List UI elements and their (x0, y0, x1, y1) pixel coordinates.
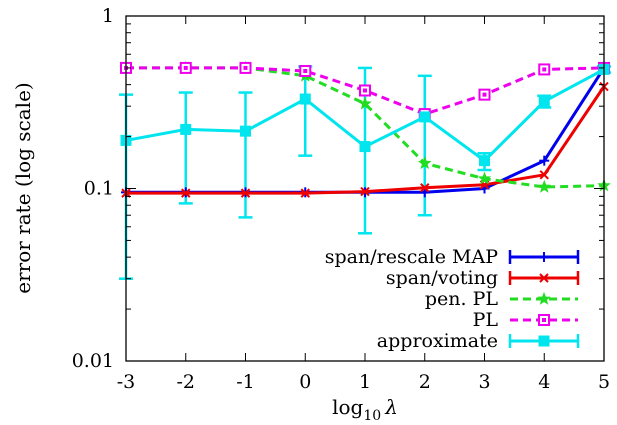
legend-entry: approximate (377, 330, 580, 352)
x-tick-label: 0 (299, 371, 311, 393)
legend-label: span/rescale MAP (325, 246, 498, 268)
x-tick-label: -2 (176, 371, 195, 393)
x-tick-label: 4 (538, 371, 550, 393)
x-axis-label: log10 λ (332, 395, 398, 424)
legend-entry: span/voting (386, 267, 580, 289)
data-point-stroke (539, 170, 549, 180)
data-point (538, 335, 550, 347)
data-point (419, 111, 431, 123)
legend-entry: pen. PL (425, 288, 578, 310)
data-point-dot (303, 68, 308, 73)
legend-label: pen. PL (425, 288, 499, 310)
x-axis-label-subscript: 10 (363, 408, 381, 424)
legend-label: approximate (377, 330, 498, 352)
data-point-stroke (300, 188, 310, 198)
data-point (537, 179, 552, 193)
data-point-dot (183, 65, 188, 70)
data-point (537, 291, 551, 305)
data-point-stroke (420, 183, 430, 193)
y-axis-label: error rate (log scale) (11, 82, 35, 293)
data-point-stroke (240, 188, 251, 198)
x-tick-label: 2 (419, 371, 431, 393)
x-axis-label-symbol: λ (384, 395, 398, 419)
data-point (299, 93, 311, 105)
data-point-dot (542, 318, 546, 322)
data-point-stroke (360, 186, 370, 197)
series-approximate (120, 63, 610, 167)
data-point-dot (363, 88, 367, 93)
data-point-stroke (181, 188, 191, 198)
legend-entry: span/rescale MAP (325, 246, 580, 268)
x-tick-label: 5 (598, 371, 610, 393)
data-point (359, 141, 371, 153)
data-point-dot (243, 65, 248, 70)
data-point-dot (482, 92, 487, 97)
data-point (180, 123, 192, 135)
x-tick-label: -1 (236, 371, 255, 393)
y-tick-label: 1 (102, 5, 114, 27)
y-tick-label: 0.01 (72, 350, 114, 372)
data-point-dot (542, 67, 547, 72)
x-tick-label: 3 (478, 371, 490, 393)
legend-label: span/voting (386, 267, 498, 289)
legend-label: PL (473, 309, 499, 331)
data-point (417, 156, 432, 169)
x-tick-label: 1 (359, 371, 371, 393)
y-tick-label: 0.1 (84, 178, 114, 200)
ticks-layer: -3 -2 -1 0 1 2 3 4 5 0.01 0.1 1 (72, 5, 610, 393)
data-point (358, 96, 372, 110)
data-point (479, 155, 490, 167)
data-point (538, 95, 550, 107)
series-layer (119, 60, 611, 198)
legend-entry: PL (473, 309, 578, 331)
series-line (126, 66, 605, 116)
x-axis-label-prefix: log (332, 395, 363, 419)
data-point-stroke (539, 273, 549, 283)
series-span-voting (121, 81, 609, 198)
data-point (240, 125, 251, 137)
data-point (477, 171, 492, 185)
x-tick-label: -3 (117, 371, 136, 393)
